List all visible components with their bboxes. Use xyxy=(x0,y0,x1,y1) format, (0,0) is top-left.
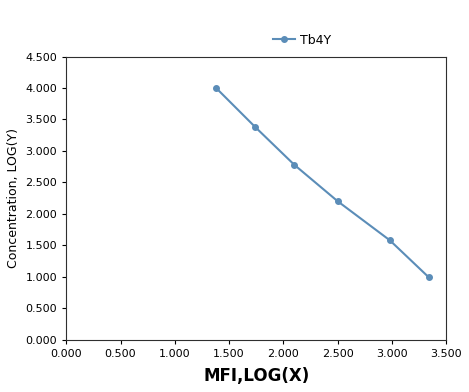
Tb4Y xyxy=(252,125,258,129)
Tb4Y xyxy=(291,162,297,167)
Tb4Y xyxy=(213,85,219,90)
Tb4Y xyxy=(387,238,393,243)
Tb4Y xyxy=(426,275,431,280)
X-axis label: MFI,LOG(X): MFI,LOG(X) xyxy=(203,367,310,385)
Line: Tb4Y: Tb4Y xyxy=(213,85,431,280)
Legend: Tb4Y: Tb4Y xyxy=(267,29,336,52)
Tb4Y xyxy=(335,199,340,203)
Y-axis label: Concentration, LOG(Y): Concentration, LOG(Y) xyxy=(7,128,20,268)
